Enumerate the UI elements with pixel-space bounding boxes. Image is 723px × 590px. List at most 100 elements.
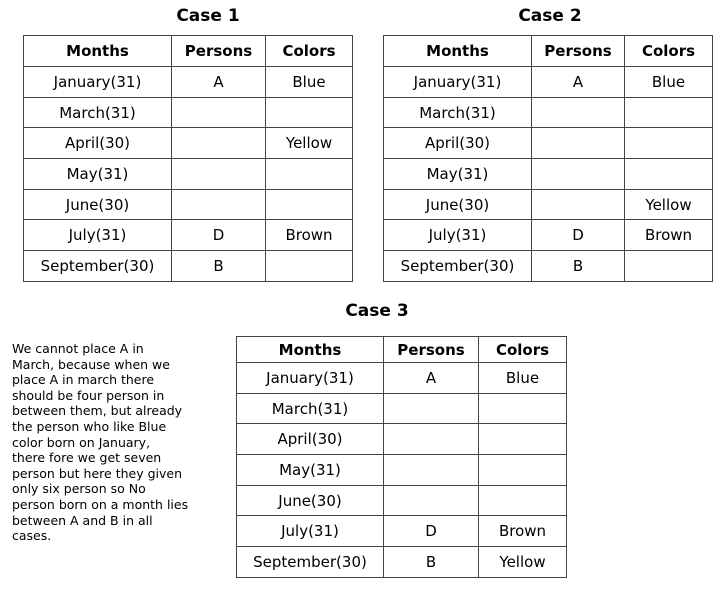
header-row: Months Persons Colors bbox=[23, 35, 353, 67]
table-row: May(31) bbox=[236, 454, 567, 486]
table-cell: D bbox=[171, 219, 266, 252]
table-cell bbox=[531, 127, 625, 160]
table-cell bbox=[478, 484, 567, 517]
table-row: September(30) B bbox=[383, 250, 713, 282]
table-cell bbox=[265, 96, 353, 129]
note-line: color born on January, bbox=[12, 434, 151, 450]
table-cell: Blue bbox=[265, 66, 353, 98]
table-cell: May(31) bbox=[23, 158, 172, 190]
table-row: September(30) B Yellow bbox=[236, 546, 567, 578]
note-line: between them, but already bbox=[12, 403, 183, 419]
table-cell bbox=[171, 188, 266, 221]
note-line: cases. bbox=[12, 528, 52, 544]
table-cell: April(30) bbox=[383, 127, 532, 160]
table-row: April(30) bbox=[383, 127, 713, 160]
table-cell: January(31) bbox=[236, 362, 384, 394]
table-row: April(30) bbox=[236, 423, 567, 456]
table-cell bbox=[265, 158, 353, 190]
table-row: May(31) bbox=[23, 158, 353, 190]
table-cell bbox=[478, 454, 567, 486]
header-cell: Months bbox=[23, 35, 172, 67]
table-title: Case 2 bbox=[518, 6, 582, 26]
table-cell: January(31) bbox=[383, 66, 532, 98]
table-cell bbox=[171, 127, 266, 160]
table-cell: March(31) bbox=[236, 392, 384, 425]
table-cell: May(31) bbox=[236, 454, 384, 486]
table-cell: January(31) bbox=[23, 66, 172, 98]
table-cell: September(30) bbox=[383, 250, 532, 282]
table-cell: D bbox=[531, 219, 625, 252]
header-cell: Colors bbox=[478, 336, 567, 363]
header-cell: Persons bbox=[171, 35, 266, 67]
table-cell bbox=[478, 392, 567, 425]
table-cell bbox=[383, 423, 479, 456]
table-cell bbox=[383, 454, 479, 486]
table-row: January(31) A Blue bbox=[236, 362, 567, 394]
table-row: March(31) bbox=[23, 96, 353, 129]
table-cell: A bbox=[383, 362, 479, 394]
header-cell: Persons bbox=[383, 336, 479, 363]
explanation-note: We cannot place A in March, because when … bbox=[12, 341, 222, 544]
header-cell: Persons bbox=[531, 35, 625, 67]
table-cell bbox=[265, 250, 353, 282]
header-row: Months Persons Colors bbox=[383, 35, 713, 67]
table-cell: Brown bbox=[265, 219, 353, 252]
table-row: July(31) D Brown bbox=[23, 219, 353, 252]
table-row: March(31) bbox=[236, 392, 567, 425]
table-cell bbox=[383, 484, 479, 517]
table-cell: March(31) bbox=[23, 96, 172, 129]
table-cell: Blue bbox=[478, 362, 567, 394]
table-cell: June(30) bbox=[23, 188, 172, 221]
table-cell bbox=[624, 250, 713, 282]
table-row: April(30) Yellow bbox=[23, 127, 353, 160]
table-cell bbox=[624, 158, 713, 190]
table-cell: September(30) bbox=[23, 250, 172, 282]
data-table: Months Persons Colors January(31) A Blue March… bbox=[236, 336, 567, 578]
table-cell bbox=[624, 96, 713, 129]
header-cell: Months bbox=[383, 35, 532, 67]
table-title: Case 1 bbox=[176, 6, 240, 26]
table-cell: June(30) bbox=[236, 484, 384, 517]
header-row: Months Persons Colors bbox=[236, 336, 567, 363]
note-line: should be four person in bbox=[12, 387, 165, 403]
table-cell bbox=[265, 188, 353, 221]
table-cell: April(30) bbox=[23, 127, 172, 160]
table-cell: July(31) bbox=[236, 515, 384, 548]
table-cell: July(31) bbox=[23, 219, 172, 252]
table-cell bbox=[171, 158, 266, 190]
table-cell bbox=[478, 423, 567, 456]
table-cell: Yellow bbox=[624, 188, 713, 221]
table-cell: September(30) bbox=[236, 546, 384, 578]
table-cell: Blue bbox=[624, 66, 713, 98]
note-line: person but here they given bbox=[12, 465, 182, 481]
table-row: March(31) bbox=[383, 96, 713, 129]
table-cell: Yellow bbox=[265, 127, 353, 160]
header-cell: Colors bbox=[624, 35, 713, 67]
table-cell: May(31) bbox=[383, 158, 532, 190]
table-row: June(30) Yellow bbox=[383, 188, 713, 221]
table-cell: D bbox=[383, 515, 479, 548]
table-cell: B bbox=[171, 250, 266, 282]
table-cell: June(30) bbox=[383, 188, 532, 221]
table-title: Case 3 bbox=[345, 301, 409, 321]
note-line: We cannot place A in bbox=[12, 341, 144, 356]
table-row: May(31) bbox=[383, 158, 713, 190]
table-cell: Brown bbox=[478, 515, 567, 548]
table-row: June(30) bbox=[23, 188, 353, 221]
table-cell bbox=[383, 392, 479, 425]
table-row: June(30) bbox=[236, 484, 567, 517]
header-cell: Colors bbox=[265, 35, 353, 67]
table-cell: B bbox=[383, 546, 479, 578]
table-row: January(31) A Blue bbox=[383, 66, 713, 98]
table-row: January(31) A Blue bbox=[23, 66, 353, 98]
table-row: July(31) D Brown bbox=[236, 515, 567, 548]
note-line: the person who like Blue bbox=[12, 418, 167, 434]
data-table: Months Persons Colors January(31) A Blue March… bbox=[23, 35, 353, 282]
note-line: person born on a month lies bbox=[12, 496, 189, 512]
table-cell bbox=[531, 188, 625, 221]
table-cell: March(31) bbox=[383, 96, 532, 129]
table-cell: Yellow bbox=[478, 546, 567, 578]
table-row: September(30) B bbox=[23, 250, 353, 282]
table-cell bbox=[531, 158, 625, 190]
note-line: only six person so No bbox=[12, 481, 146, 497]
